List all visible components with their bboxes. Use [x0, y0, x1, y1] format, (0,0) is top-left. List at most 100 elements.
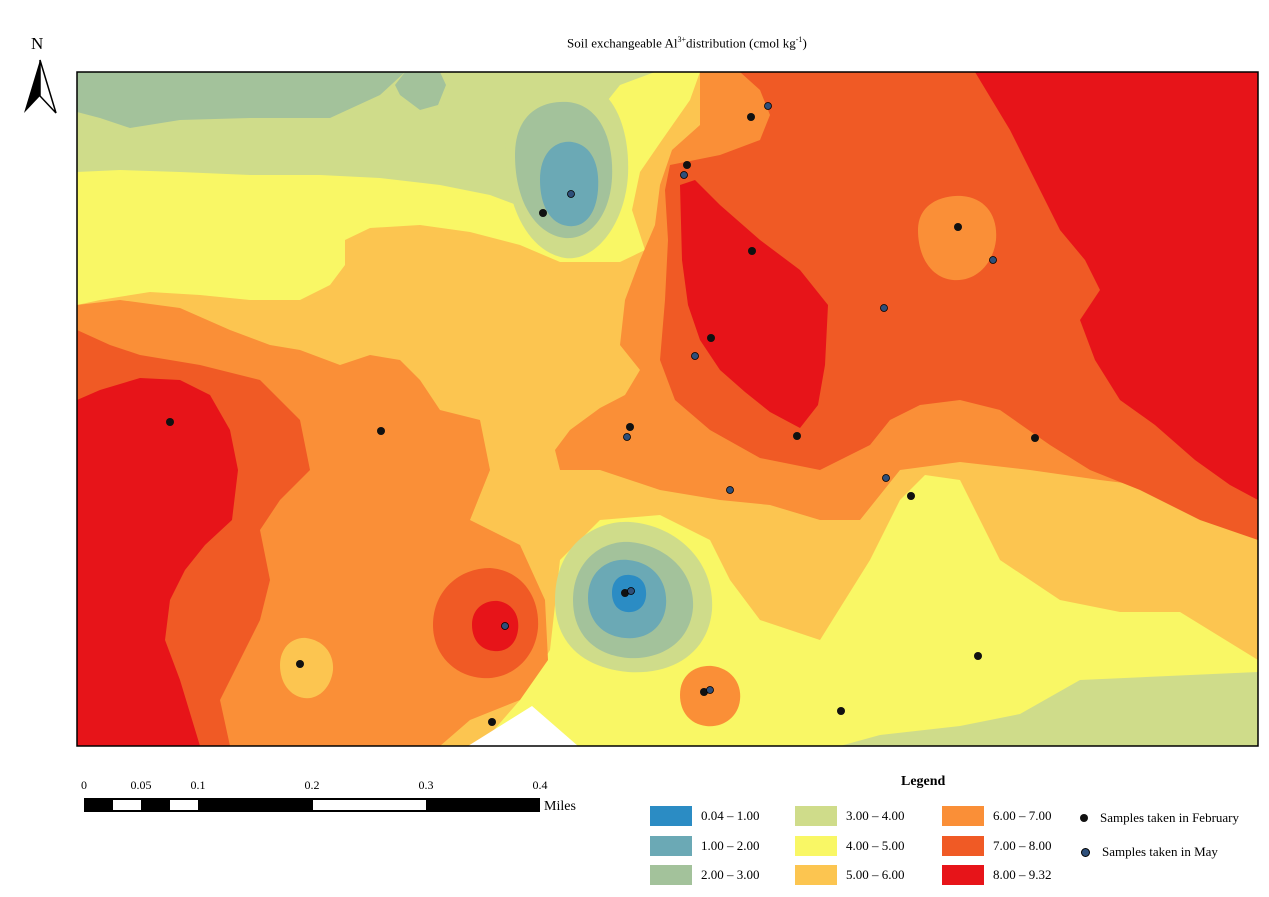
title-text: Soil exchangeable Al — [567, 35, 678, 51]
zone-5-6-southwest-islet — [280, 637, 334, 699]
legend-swatch — [650, 865, 692, 885]
may-samples — [501, 102, 997, 694]
legend-title: Legend — [901, 774, 946, 789]
may-sample-point — [501, 622, 509, 630]
legend-class-item: 2.00 – 3.00 — [650, 865, 760, 885]
contour-surface — [77, 72, 1258, 746]
may-sample-point — [680, 171, 688, 179]
feb-sample-point — [700, 688, 708, 696]
legend-swatch — [795, 836, 837, 856]
sample-dot-icon — [1080, 814, 1088, 822]
feb-sample-point — [707, 334, 715, 342]
may-sample-point — [989, 256, 997, 264]
feb-sample-point — [747, 113, 755, 121]
feb-sample-point — [748, 247, 756, 255]
zone-8-9-far-east — [975, 72, 1258, 500]
zone-6-7-east-islet — [918, 195, 997, 281]
feb-sample-point — [1031, 434, 1039, 442]
scale-bar — [84, 798, 540, 812]
feb-sample-point — [626, 423, 634, 431]
may-sample-point — [627, 587, 635, 595]
legend-class-item: 6.00 – 7.00 — [942, 806, 1052, 826]
scale-tick-label: 0.1 — [190, 778, 206, 792]
scale-segment-light — [170, 800, 198, 810]
legend-sample-label: Samples taken in May — [1102, 844, 1218, 859]
feb-sample-point — [621, 589, 629, 597]
scale-segment-light — [113, 800, 141, 810]
scale-tick-label: 0.3 — [418, 778, 434, 792]
sample-points — [166, 102, 1039, 726]
legend-class-item: 5.00 – 6.00 — [795, 865, 905, 885]
may-sample-point — [764, 102, 772, 110]
feb-sample-point — [166, 418, 174, 426]
may-sample-point — [623, 433, 631, 441]
scale-tick-label: 0.4 — [532, 778, 548, 792]
may-sample-point — [882, 474, 890, 482]
legend-class-label: 1.00 – 2.00 — [701, 838, 760, 853]
scale-tick-label: 0.05 — [130, 778, 152, 792]
legend-class-label: 2.00 – 3.00 — [701, 867, 760, 882]
feb-sample-point — [683, 161, 691, 169]
feb-sample-point — [954, 223, 962, 231]
feb-sample-point — [539, 209, 547, 217]
scale-tick-label: 0 — [81, 778, 87, 792]
legend-class-item: 3.00 – 4.00 — [795, 806, 905, 826]
zone-8-9-west — [77, 378, 238, 746]
legend-class-label: 5.00 – 6.00 — [846, 867, 905, 882]
title-unit-superscript: -1 — [795, 35, 803, 44]
legend-sample-item: Samples taken in May — [1081, 844, 1218, 860]
zone-2-3-northwest — [77, 72, 446, 128]
legend-swatch — [942, 865, 984, 885]
legend-swatch — [650, 836, 692, 856]
feb-samples — [166, 113, 1039, 726]
scale-unit-label: Miles — [544, 799, 576, 814]
legend-class-item: 0.04 – 1.00 — [650, 806, 760, 826]
legend-class-item: 7.00 – 8.00 — [942, 836, 1052, 856]
zone-8-9-south-islet — [472, 600, 519, 652]
feb-sample-point — [793, 432, 801, 440]
may-sample-point — [880, 304, 888, 312]
feb-sample-point — [488, 718, 496, 726]
legend-swatch — [795, 865, 837, 885]
may-sample-point — [567, 190, 575, 198]
feb-sample-point — [974, 652, 982, 660]
legend-swatch — [650, 806, 692, 826]
scale-segment-light — [313, 800, 426, 810]
map-title: Soil exchangeable Al3+distribution (cmol… — [567, 35, 807, 51]
scale-tick-label: 0.2 — [304, 778, 320, 792]
north-arrow-icon — [24, 59, 57, 114]
zone-8-9-central — [680, 180, 828, 428]
legend-swatch — [942, 806, 984, 826]
may-sample-point — [726, 486, 734, 494]
feb-sample-point — [907, 492, 915, 500]
map-frame — [76, 71, 1259, 747]
legend-class-item: 4.00 – 5.00 — [795, 836, 905, 856]
legend-class-item: 8.00 – 9.32 — [942, 865, 1052, 885]
legend-swatch — [795, 806, 837, 826]
legend-class-label: 4.00 – 5.00 — [846, 838, 905, 853]
legend-class-label: 7.00 – 8.00 — [993, 838, 1052, 853]
legend-class-item: 1.00 – 2.00 — [650, 836, 760, 856]
feb-sample-point — [296, 660, 304, 668]
legend-class-label: 3.00 – 4.00 — [846, 808, 905, 823]
zone-3-4-southeast — [840, 672, 1258, 746]
may-sample-point — [691, 352, 699, 360]
legend-class-label: 8.00 – 9.32 — [993, 867, 1052, 882]
north-label: N — [31, 34, 44, 53]
feb-sample-point — [837, 707, 845, 715]
title-text-close: ) — [802, 35, 807, 51]
legend-swatch — [942, 836, 984, 856]
sample-dot-icon — [1081, 847, 1090, 857]
may-sample-point — [706, 686, 714, 694]
legend-class-label: 6.00 – 7.00 — [993, 808, 1052, 823]
feb-sample-point — [377, 427, 385, 435]
zone-1-2-north — [540, 141, 599, 227]
legend-class-label: 0.04 – 1.00 — [701, 808, 760, 823]
title-text-unit: distribution (cmol kg — [685, 35, 796, 51]
legend-sample-label: Samples taken in February — [1100, 810, 1239, 825]
title-superscript: 3+ — [677, 35, 686, 44]
no-data-area — [468, 706, 578, 746]
legend-sample-item: Samples taken in February — [1080, 810, 1239, 826]
zone-6-7-south-islet — [680, 665, 741, 727]
